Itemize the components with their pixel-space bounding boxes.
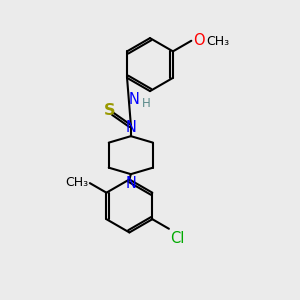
Text: H: H — [142, 97, 151, 110]
Text: CH₃: CH₃ — [207, 35, 230, 48]
Text: Cl: Cl — [170, 230, 184, 245]
Text: N: N — [125, 120, 136, 135]
Text: O: O — [193, 33, 204, 48]
Text: N: N — [129, 92, 140, 107]
Text: N: N — [125, 176, 136, 190]
Text: CH₃: CH₃ — [65, 176, 88, 189]
Text: S: S — [103, 103, 115, 118]
